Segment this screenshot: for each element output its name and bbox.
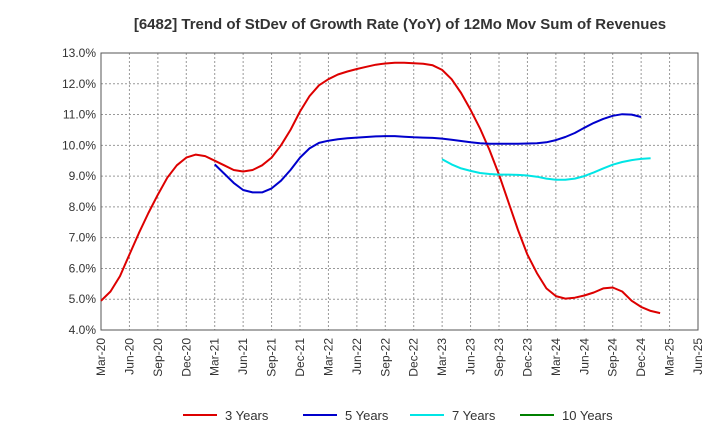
y-tick-label: 10.0% — [62, 138, 96, 152]
x-axis: Mar-20 Jun-20 Sep-20 Dec-20 Mar-21 Jun-21 Sep-… — [94, 338, 705, 377]
series-line-3-years — [100, 61, 661, 315]
legend-label: 10 Years — [562, 408, 613, 423]
x-tick-label: Mar-23 — [435, 338, 449, 376]
y-axis: 4.0% 5.0% 6.0% 7.0% 8.0% 9.0% 10.0% 11.0% 12.0% 1… — [62, 46, 96, 337]
y-tick-label: 5.0% — [69, 292, 97, 306]
y-tick-label: 4.0% — [69, 323, 97, 337]
series-line-7-years — [441, 157, 651, 181]
x-tick-label: Mar-20 — [94, 338, 108, 376]
x-tick-label: Mar-22 — [321, 338, 335, 376]
x-tick-label: Jun-22 — [350, 338, 364, 375]
legend-label: 3 Years — [225, 408, 269, 423]
x-tick-label: Dec-23 — [520, 338, 534, 377]
y-tick-label: 7.0% — [69, 231, 97, 245]
x-tick-label: Mar-21 — [208, 338, 222, 376]
x-tick-label: Dec-20 — [179, 338, 193, 377]
x-tick-label: Jun-21 — [236, 338, 250, 375]
x-tick-label: Jun-23 — [464, 338, 478, 375]
x-tick-label: Mar-25 — [663, 338, 677, 376]
y-tick-label: 6.0% — [69, 261, 97, 275]
x-tick-label: Sep-22 — [378, 338, 392, 377]
x-tick-label: Jun-20 — [122, 338, 136, 375]
plot-area-frame — [100, 52, 699, 331]
x-tick-label: Jun-25 — [691, 338, 705, 375]
legend: 3 Years 5 Years 7 Years 10 Years — [183, 408, 613, 423]
legend-label: 5 Years — [345, 408, 389, 423]
x-tick-label: Sep-21 — [265, 338, 279, 377]
y-tick-label: 11.0% — [63, 108, 96, 122]
y-tick-label: 13.0% — [62, 46, 96, 60]
chart-title: [6482] Trend of StDev of Growth Rate (Yo… — [134, 16, 666, 33]
x-tick-label: Dec-22 — [407, 338, 421, 377]
x-tick-label: Sep-23 — [492, 338, 506, 377]
legend-label: 7 Years — [452, 408, 496, 423]
series-lines — [100, 61, 661, 315]
x-tick-label: Mar-24 — [549, 338, 563, 376]
x-tick-label: Sep-24 — [606, 338, 620, 377]
x-tick-label: Dec-21 — [293, 338, 307, 377]
x-tick-label: Jun-24 — [577, 338, 591, 375]
y-tick-label: 12.0% — [62, 77, 96, 91]
series-line-5-years — [214, 113, 642, 194]
y-tick-label: 8.0% — [69, 200, 97, 214]
x-tick-label: Sep-20 — [151, 338, 165, 377]
x-tick-label: Dec-24 — [634, 338, 648, 377]
y-tick-label: 9.0% — [69, 169, 97, 183]
grid — [101, 53, 698, 330]
